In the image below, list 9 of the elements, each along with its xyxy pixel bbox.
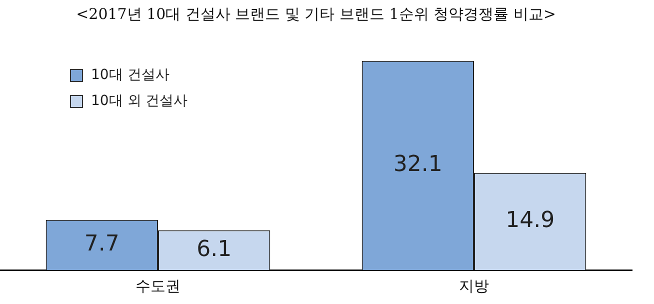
chart-title: <2017년 10대 건설사 브랜드 및 기타 브랜드 1순위 청약경쟁률 비교> — [76, 4, 556, 23]
legend-label: 10대 건설사 — [91, 66, 170, 84]
legend-label: 10대 외 건설사 — [91, 92, 188, 110]
x-tick-label: 지방 — [459, 278, 489, 296]
data-label: 6.1 — [196, 236, 232, 262]
x-tick-label: 수도권 — [136, 278, 180, 296]
data-label: 32.1 — [393, 152, 442, 178]
data-label: 14.9 — [506, 208, 555, 234]
data-label: 7.7 — [84, 232, 120, 257]
